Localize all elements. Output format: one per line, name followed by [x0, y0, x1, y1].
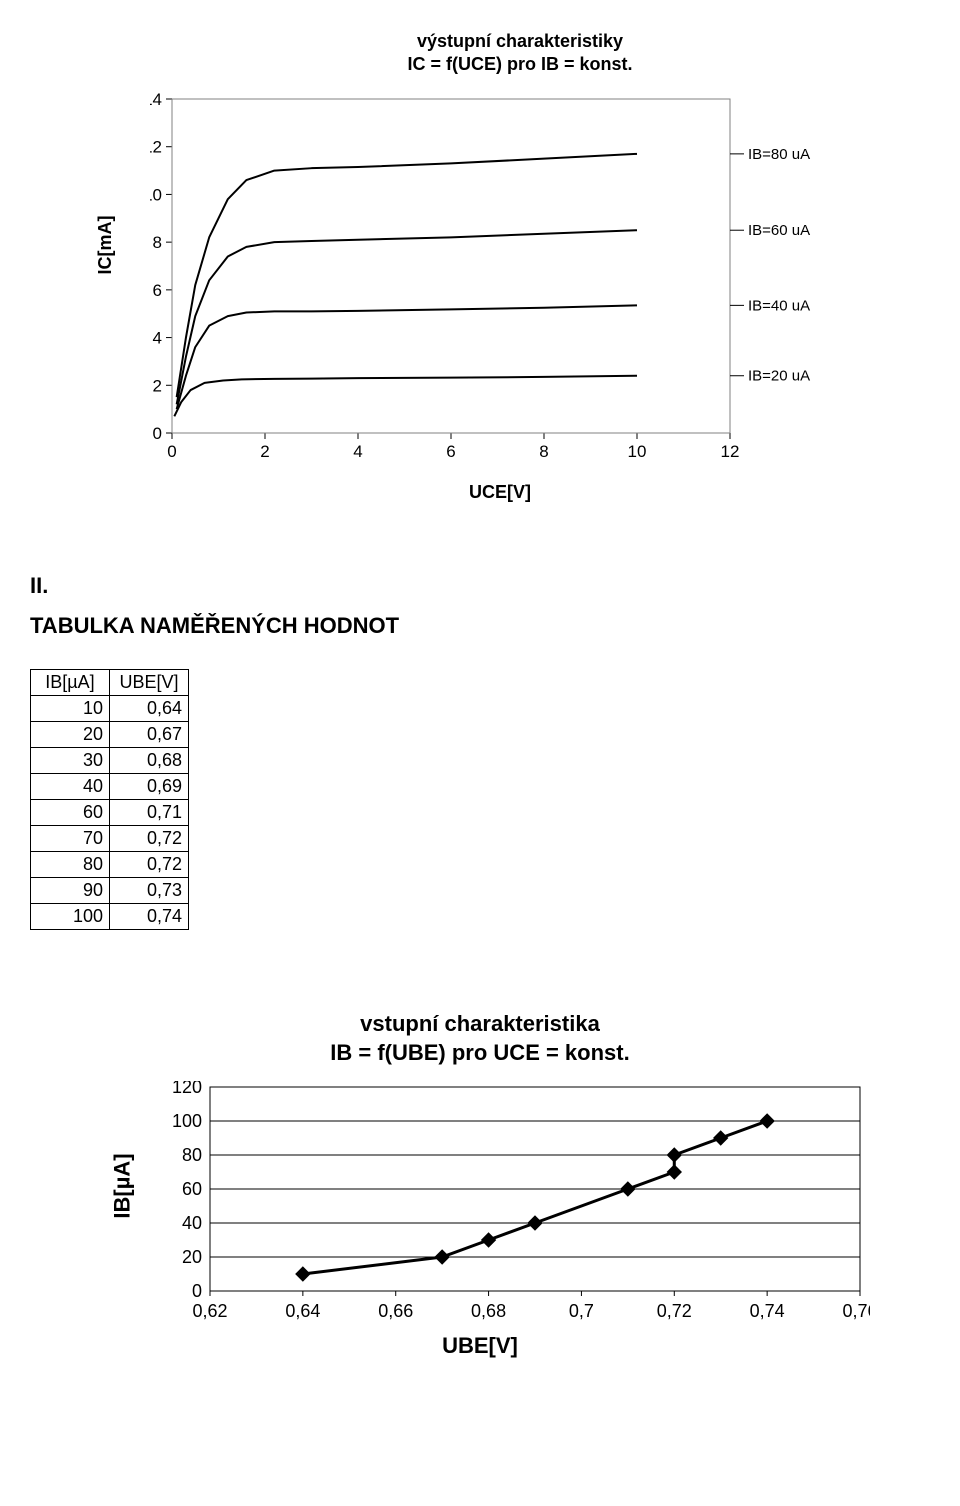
svg-text:60: 60 — [182, 1179, 202, 1199]
table-cell: 90 — [31, 878, 110, 904]
svg-text:40: 40 — [182, 1213, 202, 1233]
svg-text:120: 120 — [172, 1081, 202, 1097]
chart1-xlabel: UCE[V] — [110, 482, 890, 503]
chart2-title: vstupní charakteristika IB = f(UBE) pro … — [90, 1010, 870, 1067]
chart1-ylabel: IC[mA] — [95, 216, 116, 275]
svg-text:0,68: 0,68 — [471, 1301, 506, 1321]
svg-text:0,62: 0,62 — [192, 1301, 227, 1321]
svg-text:6: 6 — [446, 442, 455, 461]
table-header: IB[µA] — [31, 670, 110, 696]
table-cell: 30 — [31, 748, 110, 774]
svg-text:10: 10 — [628, 442, 647, 461]
table-cell: 10 — [31, 696, 110, 722]
svg-text:0,7: 0,7 — [569, 1301, 594, 1321]
svg-text:0: 0 — [192, 1281, 202, 1301]
table-cell: 20 — [31, 722, 110, 748]
svg-text:80: 80 — [182, 1145, 202, 1165]
chart2-title-line1: vstupní charakteristika — [360, 1011, 600, 1036]
svg-text:20: 20 — [182, 1247, 202, 1267]
table-row: 600,71 — [31, 800, 189, 826]
svg-text:0,64: 0,64 — [285, 1301, 320, 1321]
table-row: 800,72 — [31, 852, 189, 878]
chart1-title: výstupní charakteristiky IC = f(UCE) pro… — [150, 30, 890, 75]
table-cell: 60 — [31, 800, 110, 826]
table-cell: 0,67 — [110, 722, 189, 748]
table-cell: 40 — [31, 774, 110, 800]
table-row: 200,67 — [31, 722, 189, 748]
svg-text:0,74: 0,74 — [750, 1301, 785, 1321]
svg-text:6: 6 — [153, 281, 162, 300]
chart2-plot: 0 20 40 60 80 100 120 0,62 0,64 0,66 0,68 0,7 0,72 0,… — [160, 1081, 870, 1331]
section-number: II. — [30, 573, 960, 599]
svg-text:100: 100 — [172, 1111, 202, 1131]
chart1-plot: 0 2 4 6 8 10 12 0 2 4 6 8 10 12 14 IB=80 uA IB=60 uA IB=4… — [150, 93, 850, 473]
output-characteristics-chart: výstupní charakteristiky IC = f(UCE) pro… — [110, 30, 890, 473]
table-cell: 0,72 — [110, 826, 189, 852]
table-cell: 0,64 — [110, 696, 189, 722]
chart2-title-line2: IB = f(UBE) pro UCE = konst. — [330, 1040, 629, 1065]
svg-text:12: 12 — [150, 138, 162, 157]
section-header: TABULKA NAMĚŘENÝCH HODNOT — [30, 613, 960, 639]
svg-text:IB=40 uA: IB=40 uA — [748, 297, 810, 314]
table-header: UBE[V] — [110, 670, 189, 696]
measured-values-table: IB[µA]UBE[V] 100,64200,67300,68400,69600… — [30, 669, 189, 930]
table-cell: 80 — [31, 852, 110, 878]
table-cell: 0,71 — [110, 800, 189, 826]
svg-text:4: 4 — [353, 442, 362, 461]
table-cell: 0,74 — [110, 904, 189, 930]
svg-text:4: 4 — [153, 329, 162, 348]
table-cell: 0,68 — [110, 748, 189, 774]
svg-text:2: 2 — [153, 376, 162, 395]
table-cell: 0,72 — [110, 852, 189, 878]
table-row: 700,72 — [31, 826, 189, 852]
chart1-title-line1: výstupní charakteristiky — [417, 31, 623, 51]
table-row: 900,73 — [31, 878, 189, 904]
chart1-title-line2: IC = f(UCE) pro IB = konst. — [407, 54, 632, 74]
chart2-ylabel: IB[µA] — [110, 1154, 136, 1219]
svg-text:IB=80 uA: IB=80 uA — [748, 146, 810, 163]
table-row: 1000,74 — [31, 904, 189, 930]
table-cell: 100 — [31, 904, 110, 930]
svg-text:14: 14 — [150, 93, 162, 109]
table-cell: 70 — [31, 826, 110, 852]
svg-text:0,66: 0,66 — [378, 1301, 413, 1321]
table-row: 100,64 — [31, 696, 189, 722]
chart2-xlabel: UBE[V] — [90, 1333, 870, 1359]
table-row: 300,68 — [31, 748, 189, 774]
svg-text:IB=60 uA: IB=60 uA — [748, 222, 810, 239]
svg-text:IB=20 uA: IB=20 uA — [748, 368, 810, 385]
svg-text:8: 8 — [539, 442, 548, 461]
svg-text:8: 8 — [153, 233, 162, 252]
svg-text:2: 2 — [260, 442, 269, 461]
svg-text:12: 12 — [721, 442, 740, 461]
table-row: 400,69 — [31, 774, 189, 800]
svg-text:0: 0 — [153, 424, 162, 443]
table-cell: 0,73 — [110, 878, 189, 904]
svg-text:0,76: 0,76 — [842, 1301, 870, 1321]
svg-text:0,72: 0,72 — [657, 1301, 692, 1321]
input-characteristic-chart: vstupní charakteristika IB = f(UBE) pro … — [90, 1010, 870, 1331]
table-cell: 0,69 — [110, 774, 189, 800]
svg-text:0: 0 — [167, 442, 176, 461]
svg-text:10: 10 — [150, 185, 162, 204]
